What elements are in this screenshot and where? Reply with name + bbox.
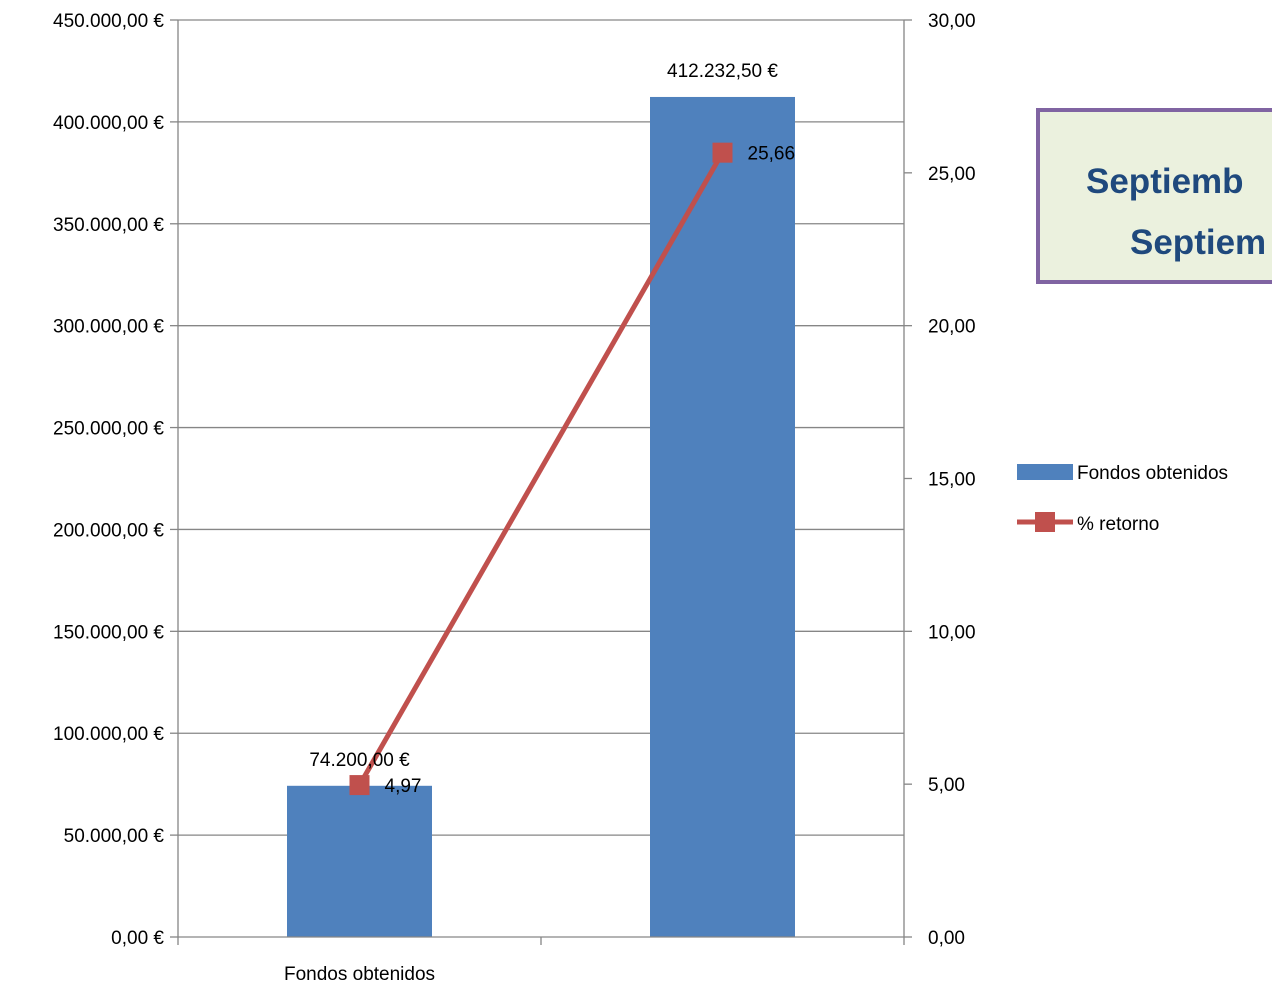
legend-label-retorno: % retorno	[1077, 514, 1159, 535]
right-tick-label: 25,00	[928, 164, 976, 185]
legend: Fondos obtenidos % retorno	[1017, 463, 1228, 535]
line-value-label: 25,66	[748, 144, 796, 165]
line-marker	[712, 142, 733, 163]
left-axis-ticks: 0,00 € 50.000,00 € 100.000,00 € 150.000,00 …	[53, 11, 164, 949]
axes	[170, 19, 912, 945]
left-tick-label: 350.000,00 €	[53, 215, 164, 236]
left-tick-label: 100.000,00 €	[53, 724, 164, 745]
title-box-frame	[1036, 108, 1272, 284]
legend-marker-retorno	[1035, 512, 1055, 532]
bar	[287, 785, 432, 937]
title-line-2: Septiem	[1130, 223, 1266, 262]
right-tick-label: 20,00	[928, 317, 976, 338]
line-series	[349, 142, 733, 796]
title-line-1: Septiemb	[1086, 162, 1244, 201]
title-box: Septiemb Septiem	[1036, 108, 1272, 284]
right-tick-label: 15,00	[928, 470, 976, 491]
right-tick-label: 0,00	[928, 928, 965, 949]
line-path	[357, 151, 725, 787]
right-axis-ticks: 0,00 5,00 10,00 15,00 20,00 25,00 30,00	[928, 11, 976, 949]
legend-label-fondos-obtenidos: Fondos obtenidos	[1077, 463, 1228, 484]
bar-value-label: 412.232,50 €	[667, 61, 778, 82]
legend-swatch-fondos-obtenidos	[1017, 464, 1073, 480]
bar-value-label: 74.200,00 €	[309, 750, 410, 771]
bar	[650, 96, 795, 937]
line-marker	[349, 775, 370, 796]
left-tick-label: 250.000,00 €	[53, 419, 164, 440]
left-tick-label: 50.000,00 €	[64, 826, 165, 847]
line-value-label: 4,97	[385, 776, 422, 797]
category-label: Fondos obtenidos	[284, 964, 435, 984]
data-labels: 74.200,00 € 412.232,50 € 4,97 25,66	[309, 61, 795, 797]
left-tick-label: 200.000,00 €	[53, 520, 164, 541]
category-labels: Fondos obtenidos	[284, 964, 435, 984]
bar-series	[287, 96, 795, 937]
left-tick-label: 450.000,00 €	[53, 11, 164, 32]
left-tick-label: 150.000,00 €	[53, 622, 164, 643]
right-tick-label: 30,00	[928, 11, 976, 32]
left-tick-label: 400.000,00 €	[53, 113, 164, 134]
left-tick-label: 300.000,00 €	[53, 317, 164, 338]
gridlines	[178, 19, 904, 836]
left-tick-label: 0,00 €	[111, 928, 164, 949]
right-tick-label: 10,00	[928, 622, 976, 643]
right-tick-label: 5,00	[928, 775, 965, 796]
